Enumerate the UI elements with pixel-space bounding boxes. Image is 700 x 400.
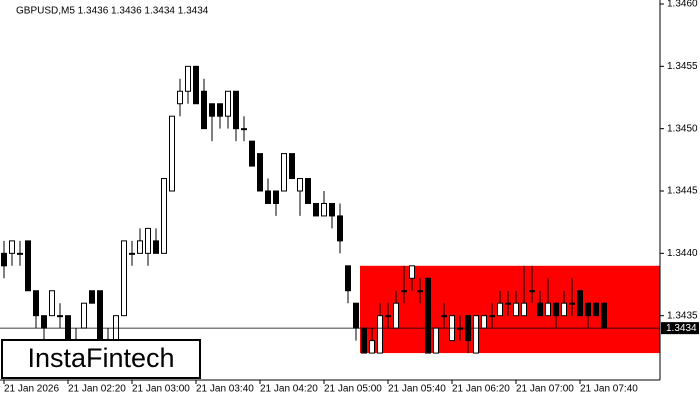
candle-body [281, 153, 287, 192]
candle-body [425, 277, 431, 354]
candle-body [561, 302, 567, 317]
x-tick-label: 21 Jan 05:40 [388, 384, 446, 395]
candle-body [321, 202, 327, 217]
candle-body [409, 265, 415, 279]
x-tick-label: 21 Jan 2026 [4, 384, 59, 395]
candle-body [33, 290, 39, 317]
candle-body [137, 240, 143, 254]
candle-body [553, 302, 559, 317]
candle-body [369, 340, 375, 354]
candle-body [25, 240, 31, 292]
pattern-zone [360, 265, 660, 354]
candle-body [1, 252, 7, 267]
x-tick-label: 21 Jan 03:40 [196, 384, 254, 395]
candle-body [249, 140, 255, 167]
x-tick-label: 21 Jan 03:00 [132, 384, 190, 395]
candle-body [473, 315, 479, 354]
candle-body [513, 302, 519, 317]
candle-body [161, 178, 167, 254]
candle-body [401, 290, 407, 293]
candle-body [577, 290, 583, 317]
candle-body [353, 302, 359, 329]
candle-body [217, 103, 223, 117]
candle-body [545, 302, 551, 317]
candle-body [537, 302, 543, 317]
candle-body [49, 290, 55, 317]
candle-body [313, 202, 319, 217]
candle-body [97, 290, 103, 342]
candle-body [377, 315, 383, 354]
x-tick-label: 21 Jan 07:00 [516, 384, 574, 395]
last-price-box [661, 322, 699, 335]
candle-body [417, 290, 423, 293]
candle-body [209, 103, 215, 117]
candle-body [593, 302, 599, 317]
candle-body [433, 327, 439, 354]
x-tick-label: 21 Jan 04:20 [260, 384, 318, 395]
candle-body [441, 315, 447, 318]
y-tick-label: 1.3455 [667, 61, 698, 72]
candle-body [177, 90, 183, 105]
candle-body [337, 215, 343, 242]
y-tick-label: 1.3435 [667, 310, 698, 321]
candle-body [9, 240, 15, 254]
candle-body [481, 315, 487, 329]
candle-body [289, 153, 295, 180]
candle-body [41, 315, 47, 329]
candle-body [497, 302, 503, 317]
plot-area [0, 65, 660, 354]
chart-title: GBPUSD,M5 1.3436 1.3436 1.3434 1.3434 [16, 6, 209, 17]
candle-body [57, 315, 63, 318]
candle-body [169, 115, 175, 192]
candle-body [185, 65, 191, 92]
candle-body [145, 227, 151, 254]
watermark-box [1, 339, 201, 379]
candle-body [385, 315, 391, 318]
y-tick-label: 1.3460 [667, 0, 698, 10]
candle-body [505, 302, 511, 305]
candle-body [89, 290, 95, 304]
y-tick-label: 1.3445 [667, 186, 698, 197]
candle-body [345, 265, 351, 292]
candle-body [81, 302, 87, 329]
candle-body [225, 90, 231, 117]
candle-body [193, 65, 199, 105]
watermark: InstaFintech [27, 343, 174, 373]
candle-body [601, 302, 607, 329]
last-price-label: 1.3434 [666, 323, 697, 334]
candle-body [121, 240, 127, 317]
candle-body [393, 302, 399, 329]
x-tick-label: 21 Jan 05:00 [324, 384, 382, 395]
candle-body [257, 153, 263, 192]
candle-body [241, 128, 247, 131]
candle-body [569, 302, 575, 305]
candle-body [201, 90, 207, 130]
candle-body [153, 240, 159, 254]
y-tick-label: 1.3440 [667, 248, 698, 259]
y-tick-label: 1.3450 [667, 123, 698, 134]
candle-body [273, 190, 279, 204]
candle-body [529, 290, 535, 293]
x-tick-label: 21 Jan 06:20 [452, 384, 510, 395]
candle-body [265, 190, 271, 204]
x-tick-label: 21 Jan 07:40 [580, 384, 638, 395]
candle-body [305, 178, 311, 204]
candle-body [129, 252, 135, 255]
x-tick-label: 21 Jan 02:20 [68, 384, 126, 395]
candle-body [585, 302, 591, 317]
candle-body [521, 302, 527, 317]
candle-body [233, 90, 239, 130]
candle-body [489, 315, 495, 318]
candle-body [361, 327, 367, 354]
candle-body [17, 252, 23, 255]
candle-body [329, 202, 335, 217]
candle-body [297, 178, 303, 192]
